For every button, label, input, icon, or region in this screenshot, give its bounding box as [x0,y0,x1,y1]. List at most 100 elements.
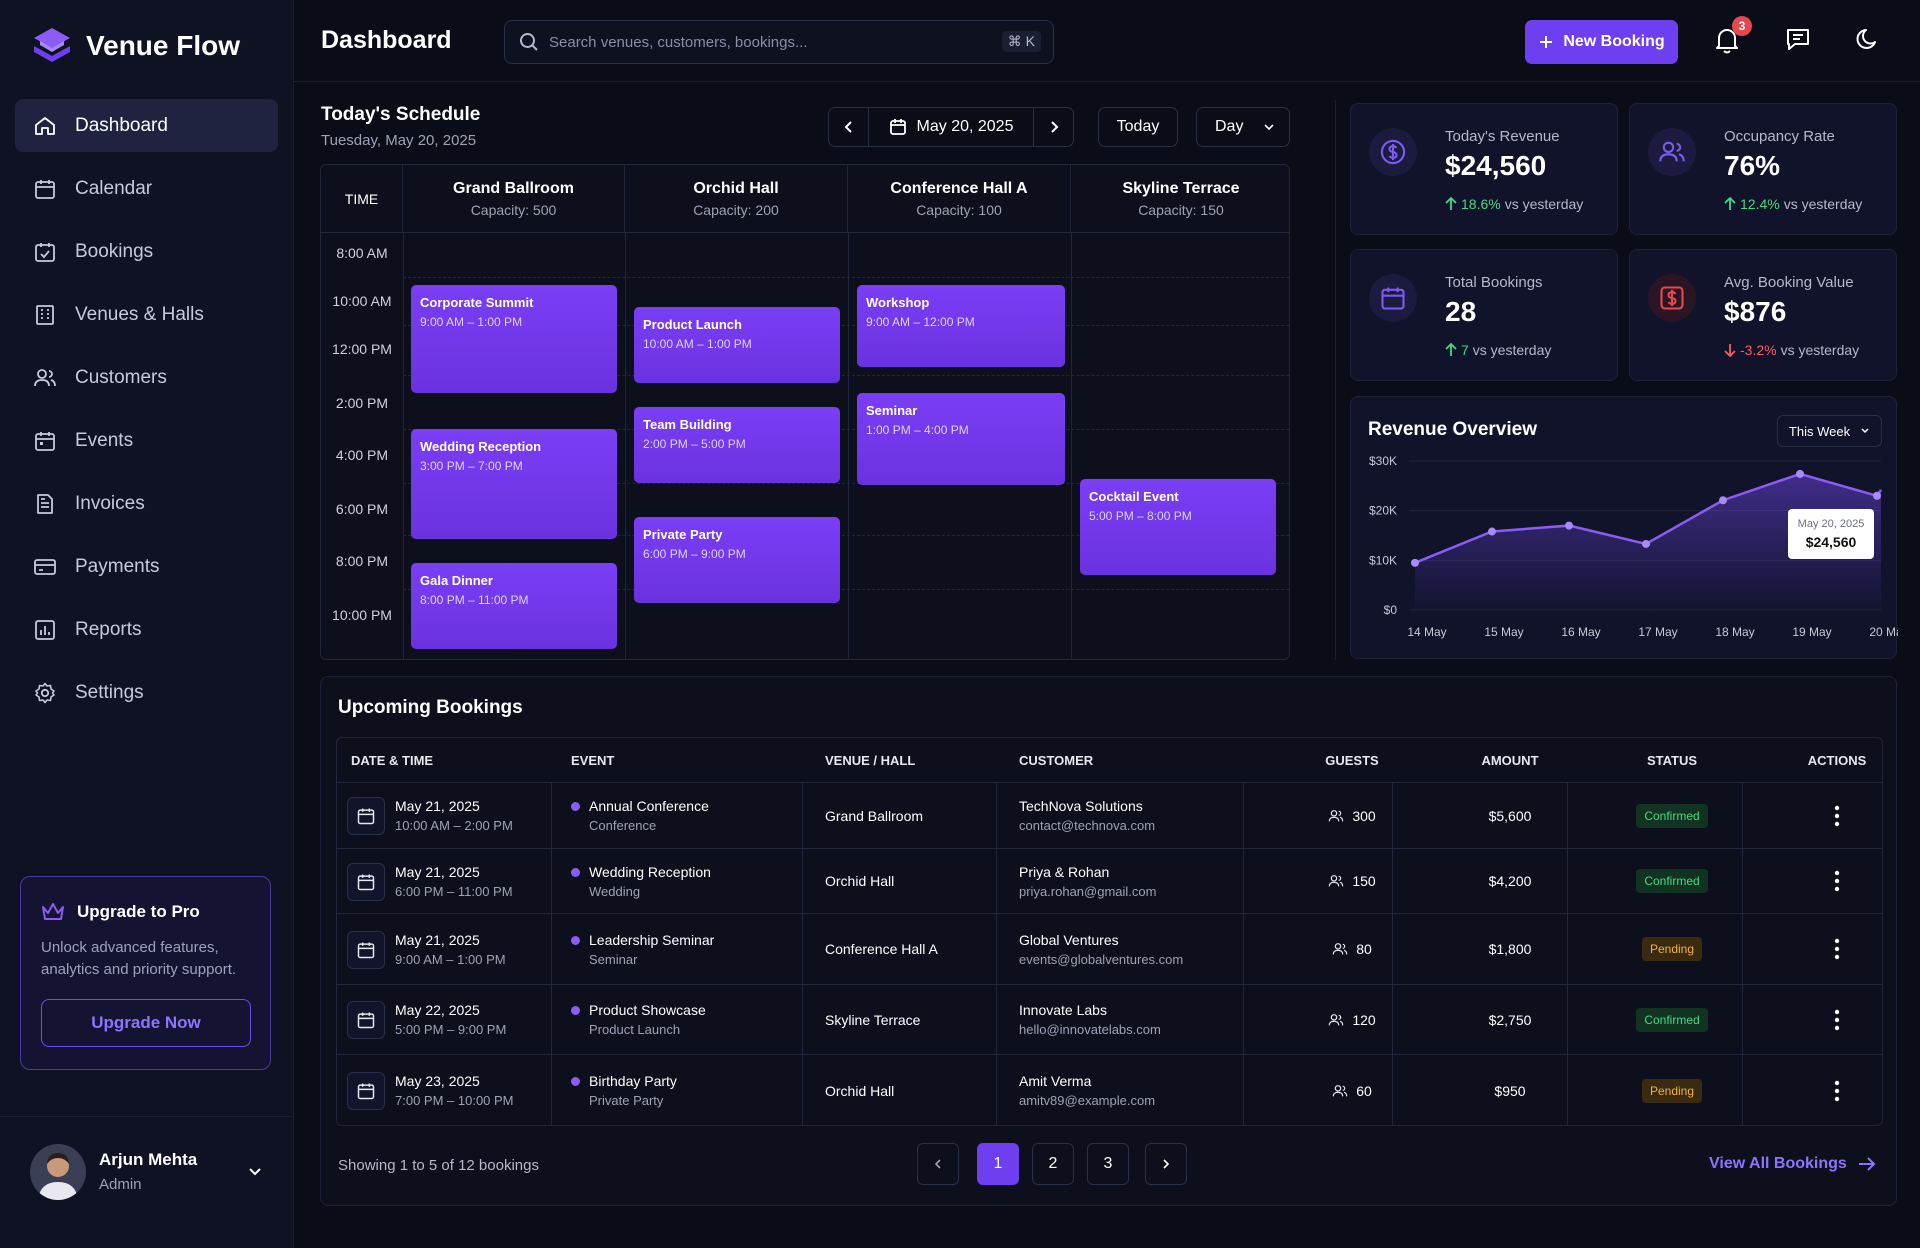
more-vertical-icon[interactable] [1834,870,1840,892]
logo-icon [34,28,70,62]
more-vertical-icon[interactable] [1834,938,1840,960]
column-divider [1742,782,1743,1125]
schedule-event[interactable]: Product Launch 10:00 AM – 1:00 PM [634,307,840,383]
next-day-button[interactable] [1033,108,1073,146]
booking-event-type: Conference [589,818,657,833]
schedule-event[interactable]: Private Party 6:00 PM – 9:00 PM [634,517,840,603]
sidebar-item-events[interactable]: Events [15,414,278,467]
search-bar[interactable]: ⌘ K [504,20,1054,64]
shortcut-hint: ⌘ K [1001,31,1041,52]
sidebar: Venue Flow Dashboard Calendar Bookings Venu… [0,0,294,1248]
venue-cell: Orchid Hall [825,849,894,913]
user-profile[interactable]: Arjun Mehta Admin [0,1116,294,1248]
schedule-event[interactable]: Team Building 2:00 PM – 5:00 PM [634,407,840,483]
new-booking-button[interactable]: New Booking [1525,20,1678,64]
next-page-button[interactable] [1145,1143,1187,1185]
data-point [1796,469,1804,478]
booking-venue: Orchid Hall [825,1082,895,1099]
stat-change: 18.6% vs yesterday [1445,196,1583,212]
column-header: EVENT [571,752,615,768]
sidebar-item-invoices[interactable]: Invoices [15,477,278,530]
calendar-icon-box [347,797,385,835]
event-time: 8:00 PM – 11:00 PM [420,593,529,607]
chevron-down-icon[interactable] [245,1161,265,1181]
column-divider [551,782,552,1125]
plus-icon [1540,36,1553,48]
booking-amount: $950 [1494,1082,1526,1099]
range-select[interactable]: This Week [1777,415,1882,447]
upgrade-now-button[interactable]: Upgrade Now [41,999,251,1047]
table-row[interactable]: May 21, 2025 9:00 AM – 1:00 PM Leadership… [337,913,1882,984]
grid-line [403,277,1289,278]
chevron-down-icon [1264,124,1274,131]
schedule-event[interactable]: Gala Dinner 8:00 PM – 11:00 PM [411,563,617,649]
more-vertical-icon[interactable] [1834,805,1840,827]
event-time: 3:00 PM – 7:00 PM [420,459,523,473]
view-all-bookings-link[interactable]: View All Bookings [1709,1155,1877,1173]
event-name-line: Leadership Seminar [571,932,714,948]
schedule-event[interactable]: Workshop 9:00 AM – 12:00 PM [857,285,1065,367]
booking-event: Product Showcase [589,1002,706,1018]
dollar-square-icon [1660,286,1684,310]
stat-change-value: 7 [1461,342,1469,358]
sidebar-item-settings[interactable]: Settings [15,666,278,719]
sidebar-item-venues-halls[interactable]: Venues & Halls [15,288,278,341]
page-1-button[interactable]: 1 [977,1143,1019,1185]
arrow-right-icon [1858,1157,1876,1171]
booking-event: Leadership Seminar [589,931,715,948]
booking-time: 5:00 PM – 9:00 PM [395,1022,507,1037]
stat-icon-wrap [1369,128,1417,176]
view-select[interactable]: Day [1196,107,1290,147]
page-2-button[interactable]: 2 [1032,1143,1074,1185]
schedule-event[interactable]: Cocktail Event 5:00 PM – 8:00 PM [1080,479,1276,575]
table-row[interactable]: May 21, 2025 6:00 PM – 11:00 PM Wedding R… [337,848,1882,913]
sidebar-item-reports[interactable]: Reports [15,603,278,656]
search-input[interactable] [549,33,949,51]
moon-icon[interactable] [1855,26,1881,52]
table-row[interactable]: May 22, 2025 5:00 PM – 9:00 PM Product Sh… [337,984,1882,1054]
event-time: 5:00 PM – 8:00 PM [1089,509,1192,523]
venue-cell: Grand Ballroom [825,783,923,848]
more-vertical-icon[interactable] [1834,1009,1840,1031]
event-dot [571,935,580,945]
page-3-button[interactable]: 3 [1087,1143,1129,1185]
schedule-event[interactable]: Corporate Summit 9:00 AM – 1:00 PM [411,285,617,393]
bell-icon[interactable] [1714,26,1740,54]
calendar-icon-box [347,1072,385,1110]
events-icon [35,431,55,451]
message-icon[interactable] [1785,26,1811,52]
page-title: Dashboard [321,26,452,54]
booking-amount: $2,750 [1488,1011,1532,1028]
date-display[interactable]: May 20, 2025 [869,108,1033,146]
sidebar-item-customers[interactable]: Customers [15,351,278,404]
more-vertical-icon[interactable] [1834,1080,1840,1102]
table-row[interactable]: May 21, 2025 10:00 AM – 2:00 PM Annual Co… [337,782,1882,848]
logo[interactable]: Venue Flow [30,24,240,68]
sidebar-item-label: Dashboard [75,114,168,136]
calendar-icon-box [347,1001,385,1039]
schedule-event[interactable]: Wedding Reception 3:00 PM – 7:00 PM [411,429,617,539]
prev-page-button[interactable] [917,1143,959,1185]
sidebar-item-label: Reports [75,618,142,640]
guests-cell: 150 [1292,849,1412,913]
chevron-right-icon [1050,121,1058,133]
schedule-event[interactable]: Seminar 1:00 PM – 4:00 PM [857,393,1065,485]
sidebar-item-payments[interactable]: Payments [15,540,278,593]
y-tick-label: $30K [1369,454,1397,468]
tooltip-value: $24,560 [1806,534,1857,550]
sidebar-item-calendar[interactable]: Calendar [15,162,278,215]
sidebar-item-dashboard[interactable]: Dashboard [15,99,278,152]
booking-event-type: Private Party [589,1093,664,1108]
stat-value: $24,560 [1445,150,1547,181]
booking-event-type: Product Launch [589,1022,681,1037]
booking-email: priya.rohan@gmail.com [1019,883,1157,899]
prev-day-button[interactable] [829,108,869,146]
sidebar-item-bookings[interactable]: Bookings [15,225,278,278]
today-button[interactable]: Today [1098,107,1178,147]
table-row[interactable]: May 23, 2025 7:00 PM – 10:00 PM Birthday … [337,1054,1882,1125]
revenue-overview: Revenue Overview This Week $0 $10K $20K $30… [1350,396,1898,659]
column-header: GUESTS [1325,752,1379,768]
booking-guests: 120 [1352,1011,1376,1028]
column-header: AMOUNT [1481,752,1539,768]
column-header: DATE & TIME [351,752,434,768]
